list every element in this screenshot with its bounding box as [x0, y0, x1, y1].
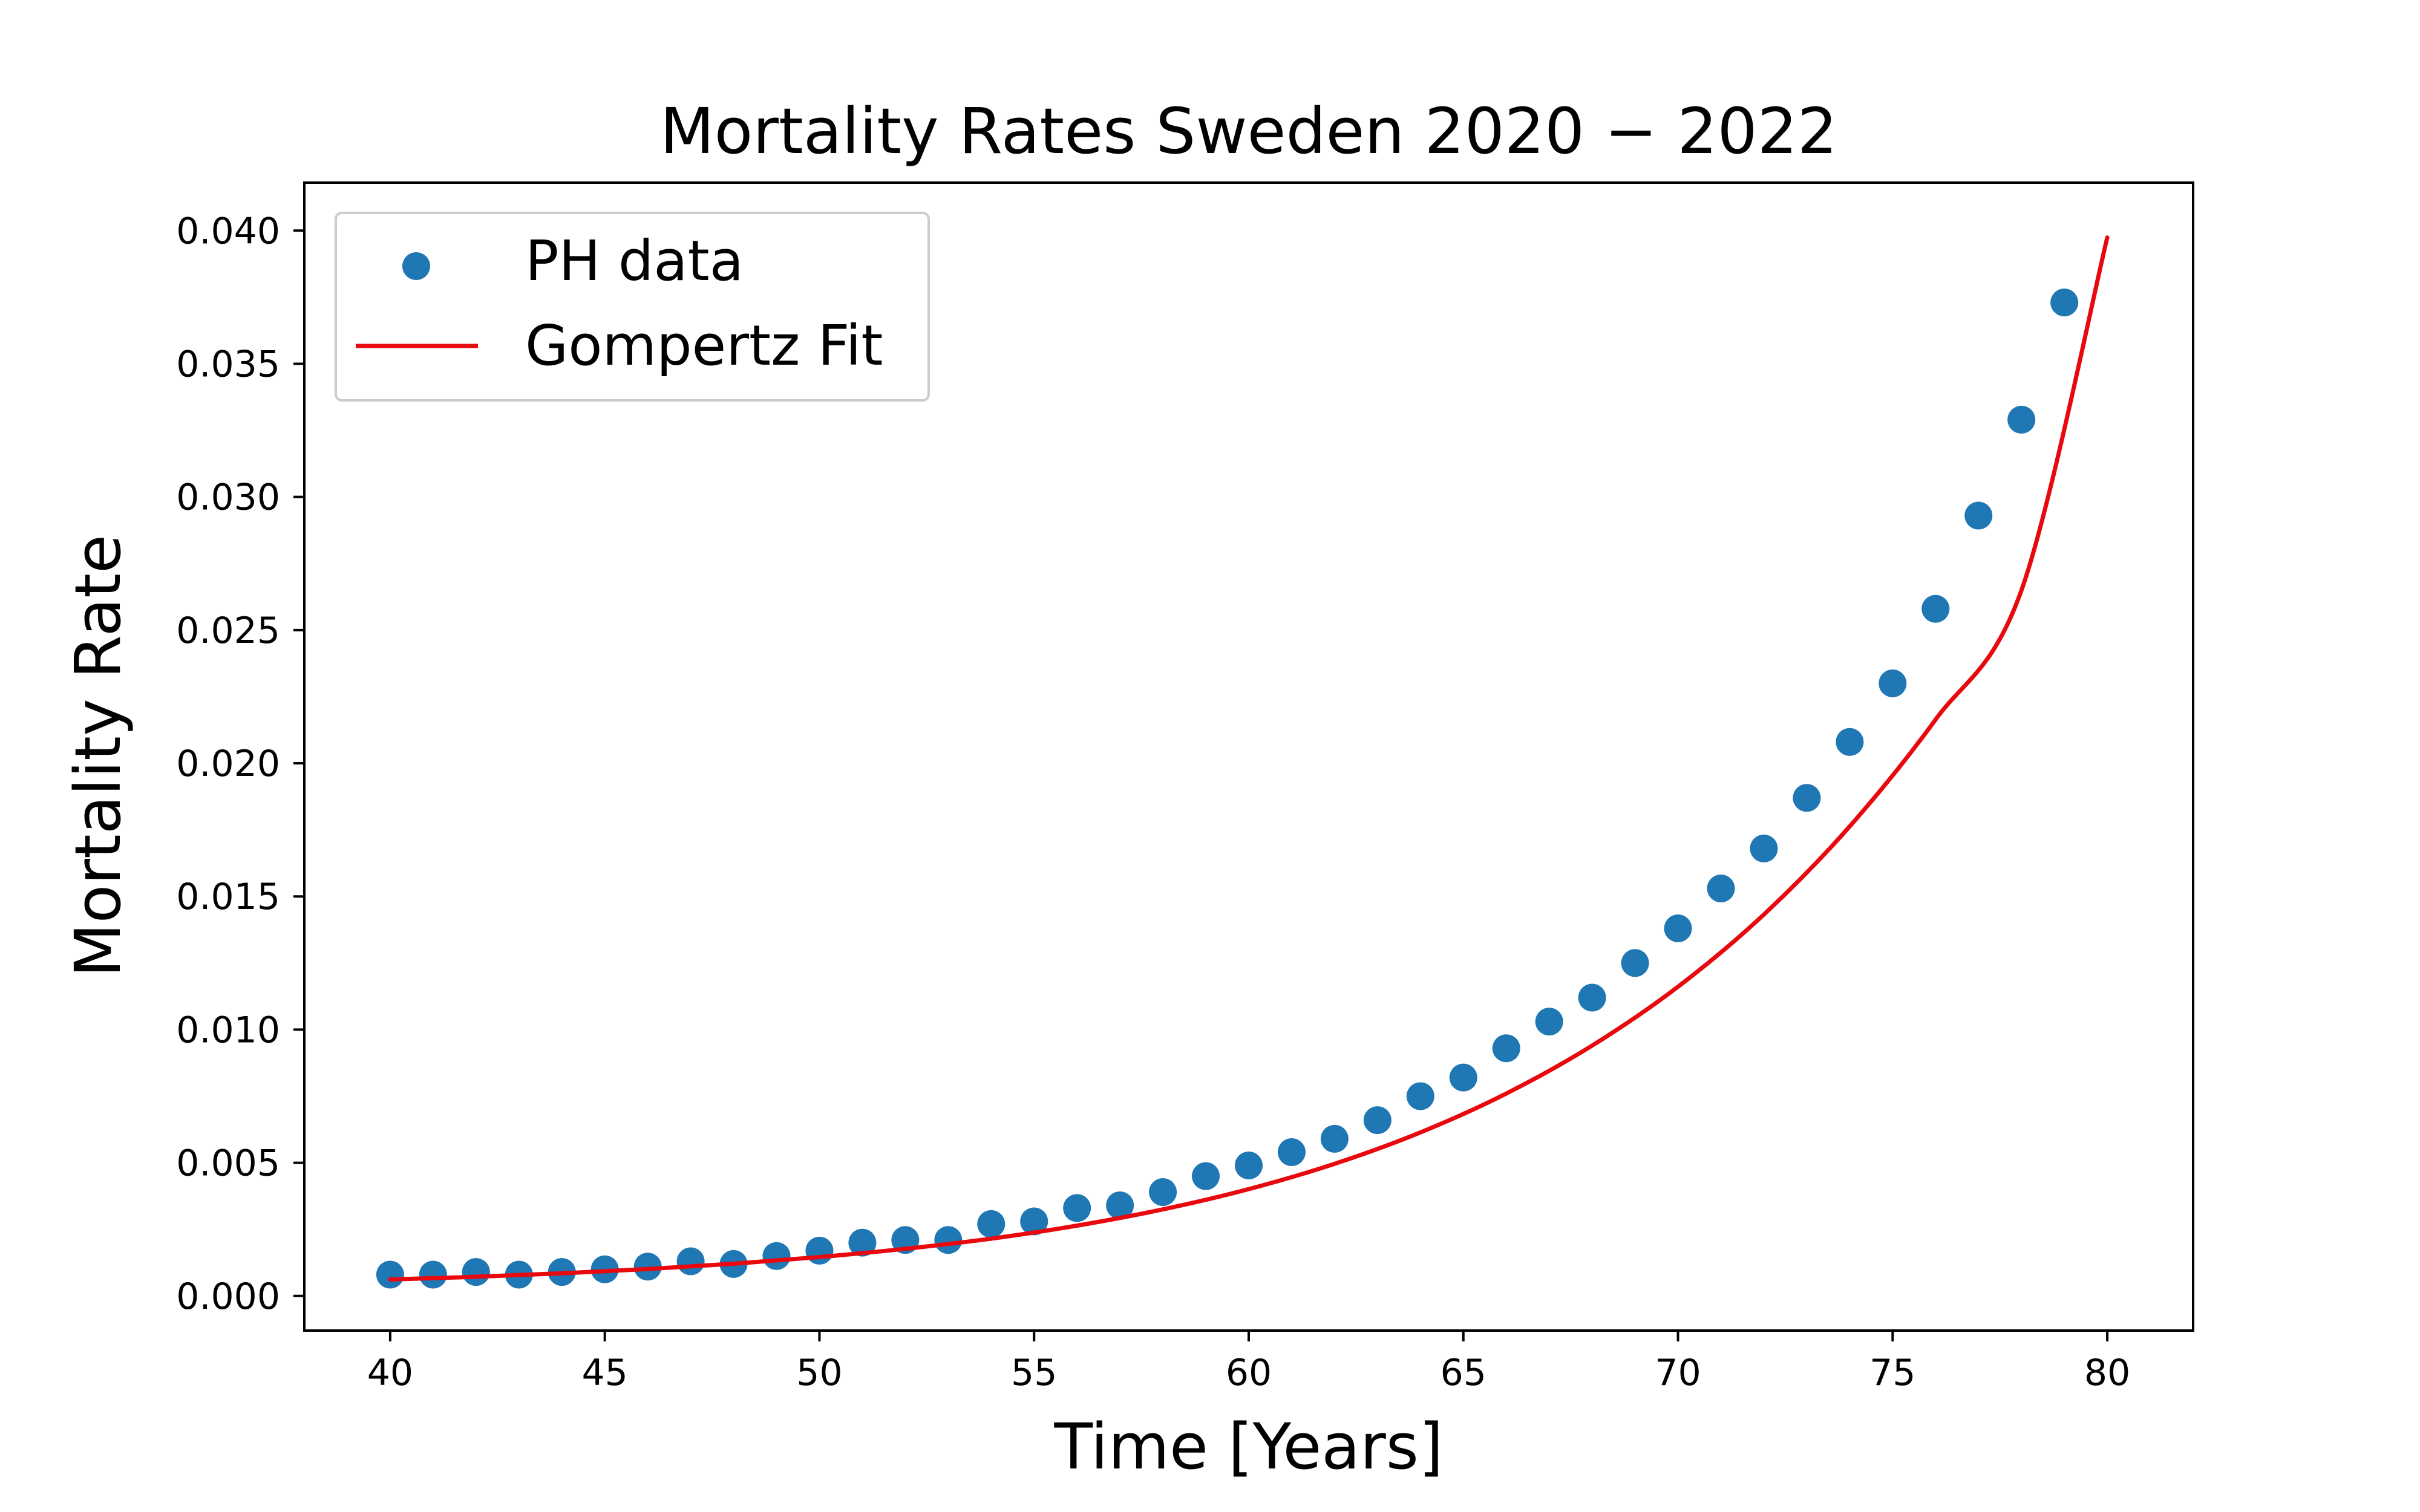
legend: PH data Gompertz Fit [335, 212, 930, 402]
data-point-ph-data [1235, 1151, 1263, 1179]
x-tick-label: 55 [1011, 1352, 1057, 1394]
x-tick-label: 60 [1226, 1352, 1272, 1394]
data-point-ph-data [462, 1258, 490, 1286]
x-axis-label: Time [Years] [1053, 1410, 1443, 1484]
series-layer [376, 235, 2110, 1289]
y-tick-label: 0.020 [176, 743, 280, 785]
x-tick-label: 45 [582, 1352, 628, 1394]
data-point-ph-data [1449, 1063, 1477, 1092]
data-point-ph-data [676, 1247, 705, 1276]
data-point-ph-data [934, 1226, 963, 1254]
data-point-ph-data [1277, 1138, 1306, 1166]
x-axis: 40 45 50 55 60 65 70 75 80 [367, 1331, 2130, 1394]
y-tick-label: 0.035 [176, 343, 280, 385]
data-point-ph-data [848, 1228, 877, 1257]
x-tick-label: 50 [796, 1352, 842, 1394]
y-tick-label: 0.000 [176, 1276, 280, 1318]
data-point-ph-data [1836, 728, 1864, 756]
data-point-ph-data [1964, 501, 1993, 530]
data-point-ph-data [1621, 949, 1649, 977]
data-point-ph-data [805, 1236, 834, 1265]
data-point-ph-data [1063, 1194, 1091, 1222]
data-point-ph-data [1406, 1082, 1434, 1110]
data-point-ph-data [1020, 1207, 1048, 1236]
data-point-ph-data [419, 1260, 447, 1289]
data-point-ph-data [1535, 1008, 1563, 1036]
data-point-ph-data [1921, 595, 1950, 623]
y-tick-label: 0.015 [176, 876, 280, 918]
y-tick-label: 0.040 [176, 210, 280, 252]
legend-box [335, 212, 930, 402]
data-point-ph-data [1149, 1178, 1177, 1207]
y-tick-label: 0.030 [176, 477, 280, 519]
data-point-ph-data [1664, 914, 1692, 943]
data-point-ph-data [2007, 405, 2036, 434]
legend-label-gompertz-fit: Gompertz Fit [525, 313, 883, 378]
data-point-ph-data [1750, 834, 1778, 862]
data-point-ph-data [1707, 874, 1735, 902]
y-axis-label: Mortality Rate [61, 535, 135, 977]
x-tick-label: 65 [1441, 1352, 1486, 1394]
series-line-gompertz-fit [388, 235, 2110, 1282]
data-point-ph-data [977, 1210, 1006, 1238]
data-point-ph-data [762, 1242, 791, 1270]
x-tick-label: 40 [367, 1352, 413, 1394]
x-tick-label: 75 [1869, 1352, 1915, 1394]
x-tick-label: 70 [1655, 1352, 1701, 1394]
data-point-ph-data [1192, 1162, 1220, 1190]
y-axis: 0.000 0.005 0.010 0.015 0.020 0.025 0.030 0.035… [176, 210, 304, 1318]
legend-marker-ph-data [402, 252, 430, 280]
data-point-ph-data [1578, 983, 1606, 1012]
y-tick-label: 0.025 [176, 610, 280, 652]
data-point-ph-data [1320, 1124, 1349, 1153]
y-tick-label: 0.005 [176, 1142, 280, 1185]
legend-label-ph-data: PH data [525, 229, 744, 293]
data-point-ph-data [376, 1260, 404, 1289]
chart-title: Mortality Rates Sweden 2020 − 2022 [660, 94, 1837, 168]
y-tick-label: 0.010 [176, 1009, 280, 1051]
data-point-ph-data [1879, 669, 1907, 697]
data-point-ph-data [1492, 1034, 1520, 1063]
data-point-ph-data [1106, 1191, 1134, 1220]
data-point-ph-data [2050, 288, 2079, 317]
data-point-ph-data [1793, 784, 1821, 812]
data-point-ph-data [1363, 1106, 1392, 1135]
data-point-ph-data [633, 1253, 662, 1281]
x-tick-label: 80 [2084, 1352, 2130, 1394]
